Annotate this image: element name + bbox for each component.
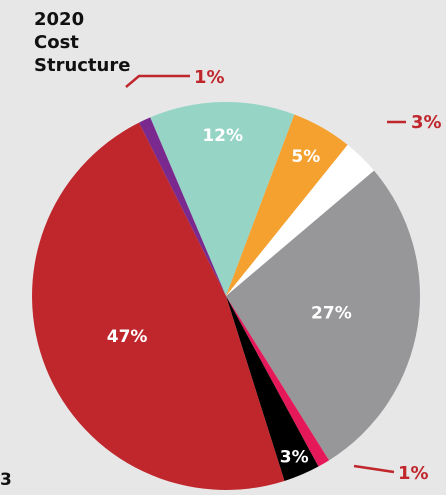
pie-callouts: 1% 3% 1% (125, 67, 442, 484)
pie-slice-5 (226, 296, 330, 467)
callout-label-pink-slice: 1% (398, 463, 429, 484)
chart-title-line-1: 2020 (34, 9, 85, 30)
chart-title-line-3: Structure (34, 55, 131, 76)
pie-slice-2 (226, 114, 348, 296)
slice-label-4: 27% (311, 303, 352, 323)
page-number: 3 (0, 470, 12, 490)
pie-slice-4 (226, 170, 421, 461)
slice-label-1: 12% (202, 126, 243, 146)
pie-slice-1 (150, 102, 295, 296)
slice-label-6: 3% (280, 448, 309, 468)
callout-label-purple-slice: 1% (194, 67, 225, 88)
chart-title-line-2: Cost (34, 32, 79, 53)
pie-slices (32, 102, 421, 490)
callout-line-purple-slice (125, 74, 190, 88)
callout-label-white-slice: 3% (411, 112, 442, 133)
pie-labels: 12% 5% 27% 3% 47% (107, 126, 352, 468)
slice-label-2: 5% (291, 147, 320, 167)
pie-slice-6 (226, 296, 319, 481)
pie-slice-7 (32, 122, 285, 490)
slice-label-7: 47% (107, 327, 148, 347)
pie-slice-3 (226, 144, 375, 296)
callout-line-pink-slice (353, 464, 395, 474)
pie-slice-8 (139, 117, 226, 296)
